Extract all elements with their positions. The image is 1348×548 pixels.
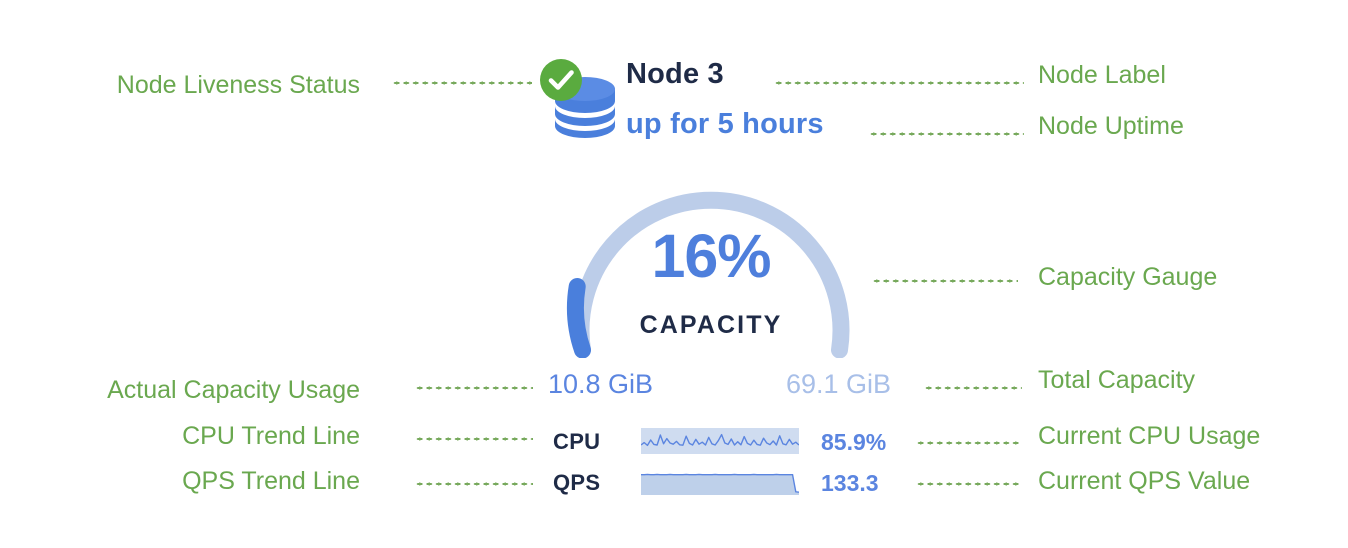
annotation-node-liveness-status: Node Liveness Status (116, 71, 360, 99)
qps-row-label: QPS (553, 470, 601, 495)
annotation-actual-capacity-usage: Actual Capacity Usage (107, 376, 360, 404)
current-cpu-usage-value: 85.9% (821, 429, 887, 455)
gauge-percent-value: 16% (651, 222, 771, 290)
leader-line-node-label (774, 81, 1024, 85)
cpu-row-label: CPU (553, 429, 601, 454)
leader-line-total-capacity (924, 386, 1022, 390)
leader-line-current-cpu-usage (916, 441, 1022, 445)
annotation-qps-trend-line: QPS Trend Line (182, 467, 360, 495)
annotation-current-cpu-usage: Current CPU Usage (1038, 422, 1261, 450)
gauge-track (572, 191, 850, 359)
annotation-current-qps-value: Current QPS Value (1038, 467, 1251, 495)
actual-capacity-usage-value: 10.8 GiB (548, 369, 654, 399)
leader-line-cpu-trend-line (415, 437, 533, 441)
node-status-database-icon (538, 58, 620, 144)
green-check-badge-icon (540, 59, 582, 101)
leader-line-qps-trend-line (415, 482, 533, 486)
leader-line-actual-capacity-usage (415, 386, 533, 390)
annotation-total-capacity: Total Capacity (1038, 366, 1196, 394)
capacity-gauge (556, 158, 866, 359)
current-qps-value: 133.3 (821, 470, 879, 496)
gauge-capacity-caption: CAPACITY (639, 311, 783, 339)
annotation-cpu-trend-line: CPU Trend Line (182, 422, 360, 450)
leader-line-capacity-gauge (872, 279, 1018, 283)
node-label: Node 3 (626, 58, 724, 90)
gauge-fill (566, 278, 591, 359)
cpu-trend-sparkline (640, 428, 800, 454)
qps-trend-sparkline (641, 469, 800, 495)
annotation-node-label: Node Label (1038, 61, 1166, 89)
annotation-capacity-gauge: Capacity Gauge (1038, 263, 1218, 291)
total-capacity-value: 69.1 GiB (786, 369, 892, 399)
leader-line-current-qps-value (916, 482, 1022, 486)
leader-line-node-liveness-status (392, 81, 532, 85)
annotation-node-uptime: Node Uptime (1038, 112, 1184, 140)
leader-line-node-uptime (869, 132, 1024, 136)
node-uptime: up for 5 hours (626, 108, 824, 140)
